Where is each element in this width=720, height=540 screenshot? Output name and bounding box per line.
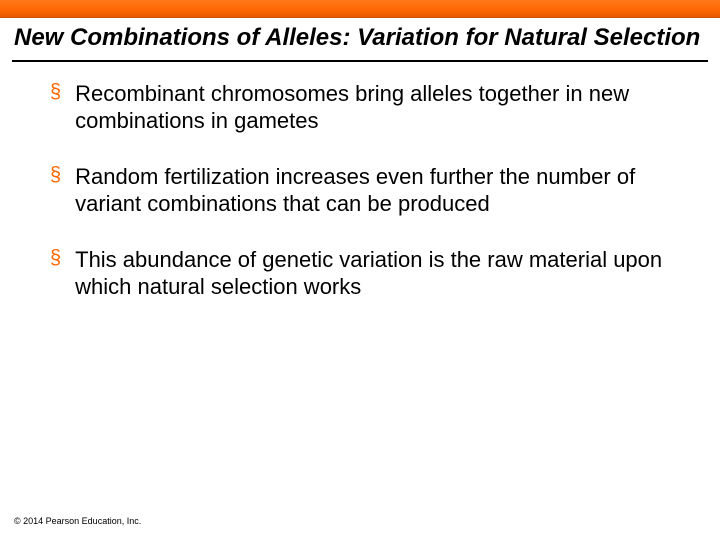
accent-bar xyxy=(0,0,720,18)
slide-title: New Combinations of Alleles: Variation f… xyxy=(14,24,706,52)
bullet-marker-icon: § xyxy=(50,80,61,104)
bullet-item: § This abundance of genetic variation is… xyxy=(50,246,684,301)
bullet-text: Recombinant chromosomes bring alleles to… xyxy=(75,80,684,135)
bullet-marker-icon: § xyxy=(50,246,61,270)
bullet-item: § Random fertilization increases even fu… xyxy=(50,163,684,218)
content-area: § Recombinant chromosomes bring alleles … xyxy=(0,62,720,301)
title-block: New Combinations of Alleles: Variation f… xyxy=(0,18,720,60)
bullet-text: This abundance of genetic variation is t… xyxy=(75,246,684,301)
copyright-text: © 2014 Pearson Education, Inc. xyxy=(14,516,141,526)
bullet-item: § Recombinant chromosomes bring alleles … xyxy=(50,80,684,135)
bullet-text: Random fertilization increases even furt… xyxy=(75,163,684,218)
bullet-marker-icon: § xyxy=(50,163,61,187)
